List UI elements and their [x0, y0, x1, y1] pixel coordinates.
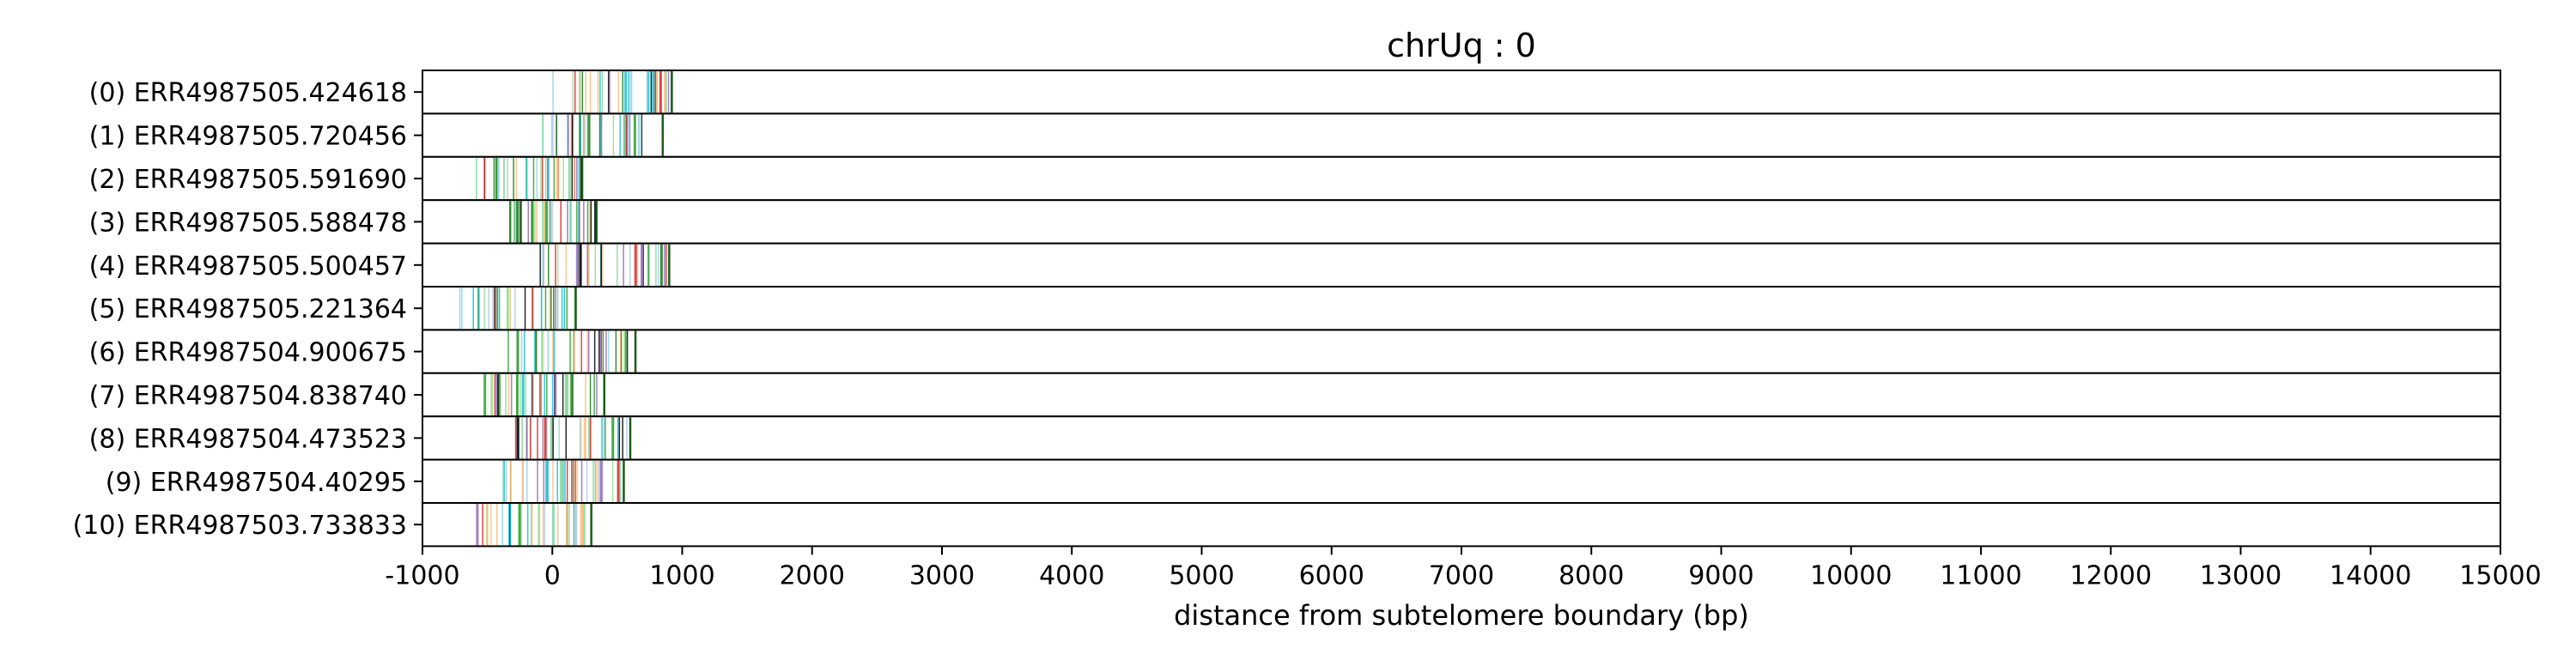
x-tick-label: 1000: [649, 560, 714, 590]
x-tick-label: 0: [544, 560, 561, 590]
x-tick-label: 13000: [2200, 560, 2281, 590]
read-row-0: (0) ERR4987505.424618: [89, 70, 2501, 115]
row-frame: [422, 155, 2501, 202]
row-frame: [422, 70, 2501, 115]
row-frame: [422, 242, 2501, 288]
row-frame: [422, 329, 2501, 374]
read-row-8: (8) ERR4987504.473523: [89, 415, 2501, 461]
chart-title: chrUq : 0: [1387, 27, 1536, 64]
row-frame: [422, 372, 2501, 418]
row-label: (1) ERR4987505.720456: [89, 122, 407, 152]
x-tick-label: 8000: [1558, 560, 1624, 590]
read-row-1: (1) ERR4987505.720456: [89, 112, 2501, 158]
read-row-7: (7) ERR4987504.838740: [89, 372, 2501, 418]
read-row-9: (9) ERR4987504.40295: [106, 458, 2501, 504]
x-tick-label: -1000: [385, 560, 459, 590]
row-label: (5) ERR4987505.221364: [89, 294, 407, 324]
x-tick-label: 9000: [1688, 560, 1753, 590]
row-frame: [422, 286, 2501, 331]
read-rows: (0) ERR4987505.424618 (1) ERR4987505.7204…: [73, 70, 2501, 548]
row-frame: [422, 502, 2501, 548]
row-frame: [422, 199, 2501, 245]
read-row-2: (2) ERR4987505.591690: [89, 155, 2501, 202]
x-tick-label: 6000: [1299, 560, 1364, 590]
row-label: (10) ERR4987503.733833: [73, 511, 407, 541]
x-tick-label: 7000: [1429, 560, 1494, 590]
read-row-4: (4) ERR4987505.500457: [89, 242, 2501, 288]
x-tick-label: 5000: [1169, 560, 1234, 590]
read-row-3: (3) ERR4987505.588478: [89, 199, 2501, 245]
x-tick-label: 4000: [1039, 560, 1104, 590]
row-label: (2) ERR4987505.591690: [89, 165, 407, 195]
x-tick-label: 3000: [909, 560, 975, 590]
x-tick-label: 14000: [2330, 560, 2411, 590]
read-row-5: (5) ERR4987505.221364: [89, 286, 2501, 331]
row-label: (4) ERR4987505.500457: [89, 251, 407, 282]
read-row-6: (6) ERR4987504.900675: [89, 329, 2501, 374]
x-tick-label: 12000: [2070, 560, 2152, 590]
row-label: (9) ERR4987504.40295: [106, 468, 407, 498]
x-tick-label: 10000: [1810, 560, 1892, 590]
x-axis: -1000 0 1000 2000 3000 4000 5000 6000 7000 8000 90…: [385, 546, 2542, 590]
x-tick-label: 15000: [2459, 560, 2541, 590]
row-frame: [422, 112, 2501, 158]
x-tick-label: 11000: [1940, 560, 2021, 590]
row-frame: [422, 458, 2501, 504]
read-row-10: (10) ERR4987503.733833: [73, 502, 2501, 548]
x-axis-label: distance from subtelomere boundary (bp): [1174, 599, 1749, 632]
row-label: (7) ERR4987504.838740: [89, 381, 407, 411]
row-frame: [422, 415, 2501, 461]
row-label: (6) ERR4987504.900675: [89, 338, 407, 368]
row-label: (0) ERR4987505.424618: [89, 78, 407, 108]
x-tick-label: 2000: [780, 560, 845, 590]
row-label: (8) ERR4987504.473523: [89, 424, 407, 454]
row-label: (3) ERR4987505.588478: [89, 208, 407, 238]
